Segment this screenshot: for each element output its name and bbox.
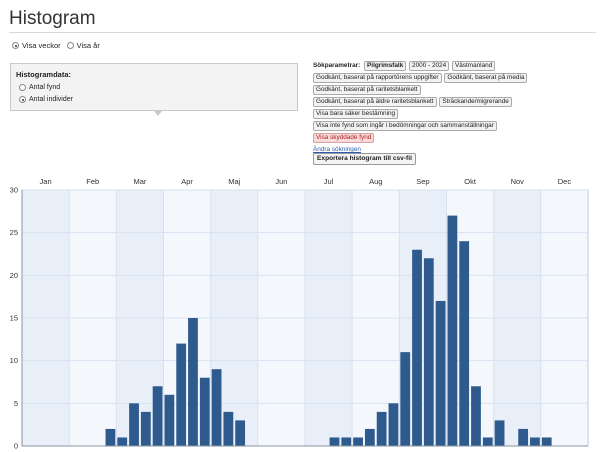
search-parameters: Sökparametrar: Pilgrimsfalk 2000 - 2024 … [313, 61, 598, 155]
month-label: Jul [324, 177, 334, 186]
count-findings-label: Antal fynd [29, 84, 61, 91]
month-label: Okt [464, 177, 477, 186]
histogram-bar [353, 437, 363, 446]
view-weeks-option[interactable]: Visa veckor [12, 41, 61, 50]
count-individuals-label: Antal individer [29, 96, 73, 103]
month-label: Apr [181, 177, 193, 186]
histogram-bar [140, 411, 151, 446]
histogram-bar [482, 437, 493, 446]
y-tick-label: 20 [10, 271, 18, 280]
histogram-bar [341, 437, 352, 446]
search-tag: Sträckande/migrerande [439, 97, 512, 107]
y-tick-label: 25 [10, 228, 18, 237]
month-label: Jan [40, 177, 52, 186]
search-tag: Västmanland [451, 61, 496, 71]
y-tick-label: 10 [10, 356, 18, 365]
histogram-bar [364, 428, 375, 446]
histogram-bar [530, 437, 540, 446]
count-individuals-option[interactable]: Antal individer [19, 96, 73, 103]
histogram-bar [459, 241, 470, 446]
search-tag: Pilgrimsfalk [364, 61, 407, 71]
y-tick-label: 0 [14, 442, 18, 451]
histogram-bar [199, 377, 210, 446]
month-label: Jun [275, 177, 287, 186]
search-tag: Visa inte fynd som ingår i bedömningar o… [313, 121, 497, 131]
month-label: Feb [86, 177, 99, 186]
month-label: Dec [558, 177, 572, 186]
histogram-bar [412, 249, 422, 446]
view-weeks-radio[interactable] [12, 42, 19, 49]
search-tag: Visa bara säker bestämning [313, 109, 399, 119]
page-title: Histogram [9, 8, 96, 29]
month-label: Aug [369, 177, 382, 186]
histogram-bar [152, 386, 163, 446]
view-years-radio[interactable] [66, 42, 74, 49]
histogram-bar [129, 403, 139, 446]
histogram-bar [164, 394, 175, 446]
search-tag: Godkänt, baserat på rapportörens uppgift… [313, 73, 442, 83]
search-tag-protected: Visa skyddade fynd [313, 133, 375, 143]
histogram-data-title: Histogramdata: [16, 70, 72, 79]
month-label: Mar [133, 177, 146, 186]
y-tick-label: 30 [10, 186, 18, 195]
histogram-bar [188, 318, 198, 446]
histogram-bar [223, 411, 234, 446]
histogram-bar [176, 343, 187, 446]
y-tick-label: 15 [10, 314, 18, 323]
histogram-bar [117, 437, 128, 446]
search-tag: Godkänt, baserat på äldre raritetsblanke… [313, 97, 437, 107]
change-search-link[interactable]: Ändra sökningen [313, 146, 361, 153]
histogram-bar [423, 258, 434, 446]
panel-caret [154, 111, 162, 116]
histogram-bar [376, 411, 387, 446]
export-csv-button[interactable]: Exportera histogram till csv-fil [313, 153, 416, 165]
histogram-bar [329, 437, 340, 446]
month-label: Maj [228, 177, 240, 186]
histogram-bar [235, 420, 246, 446]
histogram-bar [400, 352, 411, 446]
search-tag: Godkänt, baserat på media [444, 73, 528, 83]
view-years-option[interactable]: Visa år [66, 41, 100, 50]
view-toggle: Visa veckor Visa år [12, 41, 106, 50]
histogram-bar [447, 215, 458, 446]
histogram-chart: Jan Feb Mar Apr Maj Jun Jul Aug Sep Okt Nov Dec 0 5 10… [10, 177, 589, 451]
histogram-bar [494, 420, 505, 446]
month-label: Sep [416, 177, 429, 186]
histogram-bar [388, 403, 399, 446]
count-findings-radio[interactable] [19, 84, 26, 91]
histogram-data-panel: Histogramdata: Antal fynd Antal individe… [10, 63, 298, 111]
view-years-label: Visa år [76, 41, 100, 50]
histogram-bar [518, 428, 529, 446]
month-label: Nov [511, 177, 525, 186]
title-divider [9, 32, 596, 33]
histogram-bar [211, 369, 222, 446]
search-tag: 2000 - 2024 [409, 61, 450, 71]
search-params-label: Sökparametrar: [313, 62, 361, 69]
count-findings-option[interactable]: Antal fynd [19, 84, 60, 91]
y-tick-label: 5 [14, 399, 18, 408]
histogram-bar [105, 428, 116, 446]
histogram-bar [471, 386, 481, 446]
view-weeks-label: Visa veckor [22, 41, 61, 50]
histogram-bar [541, 437, 552, 446]
search-tag: Godkänt, baserat på raritetsblankett [313, 85, 421, 95]
histogram-bar [435, 300, 446, 446]
count-individuals-radio[interactable] [19, 96, 26, 103]
